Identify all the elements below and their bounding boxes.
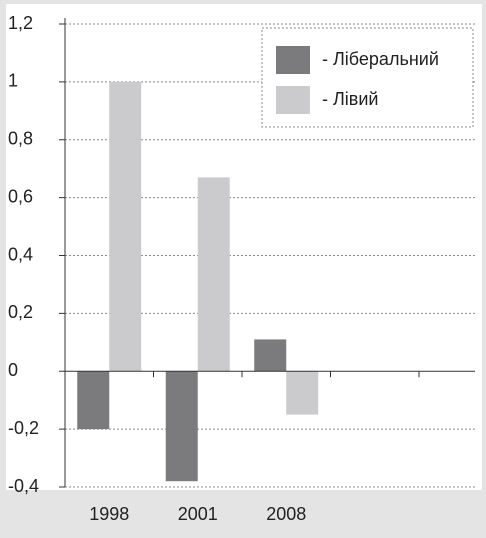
bar: [165, 371, 198, 482]
bar: [77, 371, 110, 430]
bar: [254, 339, 287, 372]
y-tick-label: -0,4: [8, 476, 39, 496]
legend-swatch: [276, 86, 310, 114]
bar: [197, 177, 230, 372]
x-tick-label: 2008: [266, 504, 306, 524]
bar: [286, 371, 319, 415]
y-tick-label: 0: [8, 360, 18, 380]
y-tick-label: 0,2: [8, 302, 33, 322]
y-tick-label: 0,6: [8, 186, 33, 206]
legend-label: - Ліберальний: [322, 49, 439, 69]
y-tick-label: 1,2: [8, 13, 33, 33]
x-tick-label: 2001: [178, 504, 218, 524]
y-tick-label: 0,8: [8, 129, 33, 149]
y-tick-label: 1: [8, 71, 18, 91]
y-tick-label: 0,4: [8, 244, 33, 264]
legend-label: - Лівий: [322, 89, 378, 109]
legend-swatch: [276, 46, 310, 74]
bar: [109, 81, 142, 372]
y-tick-label: -0,2: [8, 418, 39, 438]
x-tick-label: 1998: [89, 504, 129, 524]
